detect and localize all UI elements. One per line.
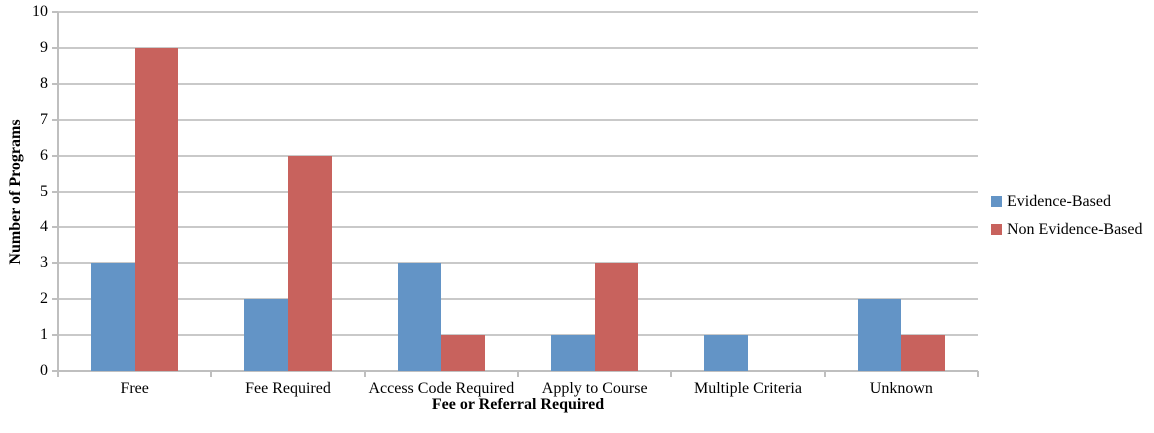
bar-non-evidence-based (594, 263, 639, 371)
legend-swatch (991, 224, 1002, 235)
bar-evidence-based (704, 335, 748, 371)
y-tick (52, 334, 58, 337)
category-label: Free (120, 380, 149, 397)
y-tick (52, 190, 58, 193)
x-tick (210, 371, 213, 377)
x-tick (670, 371, 673, 377)
x-tick (363, 371, 366, 377)
y-tick (52, 262, 58, 265)
bar-non-evidence-based (901, 335, 946, 371)
x-tick (517, 371, 519, 377)
x-axis-title: Fee or Referral Required (431, 396, 605, 413)
category-label: Multiple Criteria (694, 380, 802, 397)
y-tick-label: 9 (40, 38, 48, 56)
y-tick (52, 370, 58, 372)
y-tick (52, 11, 58, 13)
bar-non-evidence-based (288, 155, 332, 371)
y-tick (52, 46, 58, 49)
bar-evidence-based (857, 299, 902, 371)
y-tick-label: 6 (40, 146, 48, 164)
y-tick-label: 4 (40, 218, 48, 236)
x-tick (823, 371, 826, 377)
category-label: Access Code Required (368, 380, 515, 397)
gridline (58, 154, 978, 157)
gridline (58, 46, 978, 49)
bar-non-evidence-based (441, 335, 486, 371)
gridline (58, 190, 978, 193)
y-tick-label: 7 (40, 110, 48, 128)
y-tick-label: 10 (32, 3, 48, 20)
y-tick (52, 298, 58, 301)
gridline (58, 82, 978, 85)
category-label: Apply to Course (541, 380, 648, 397)
y-tick-label: 5 (40, 182, 48, 200)
y-tick-label: 0 (40, 362, 48, 379)
gridline (58, 298, 978, 301)
y-tick (52, 154, 58, 157)
gridline (58, 226, 978, 229)
y-tick (52, 226, 58, 229)
y-axis-line (57, 12, 59, 373)
legend-label: Evidence-Based (1007, 193, 1111, 210)
gridline (58, 262, 978, 265)
bar-evidence-based (244, 299, 288, 371)
category-label: Unknown (869, 380, 933, 397)
bar-non-evidence-based (134, 47, 179, 371)
gridline (58, 11, 978, 13)
gridline (58, 118, 978, 121)
category-label: Fee Required (245, 380, 331, 397)
legend-label: Non Evidence-Based (1007, 221, 1143, 238)
bar-evidence-based (550, 335, 595, 371)
y-tick-label: 3 (40, 254, 48, 272)
y-tick (52, 118, 58, 121)
y-tick-label: 1 (40, 326, 48, 344)
y-tick-label: 2 (40, 290, 48, 308)
legend-swatch (991, 196, 1002, 207)
x-tick (977, 371, 979, 377)
gridline (58, 334, 978, 337)
bar-evidence-based (397, 263, 442, 371)
y-axis-title: Number of Programs (7, 119, 24, 265)
y-tick-label: 8 (40, 74, 48, 92)
y-tick (52, 82, 58, 85)
bar-evidence-based (90, 263, 135, 371)
legend: Evidence-Based Non Evidence-Based (991, 193, 1154, 253)
x-tick (57, 371, 59, 377)
